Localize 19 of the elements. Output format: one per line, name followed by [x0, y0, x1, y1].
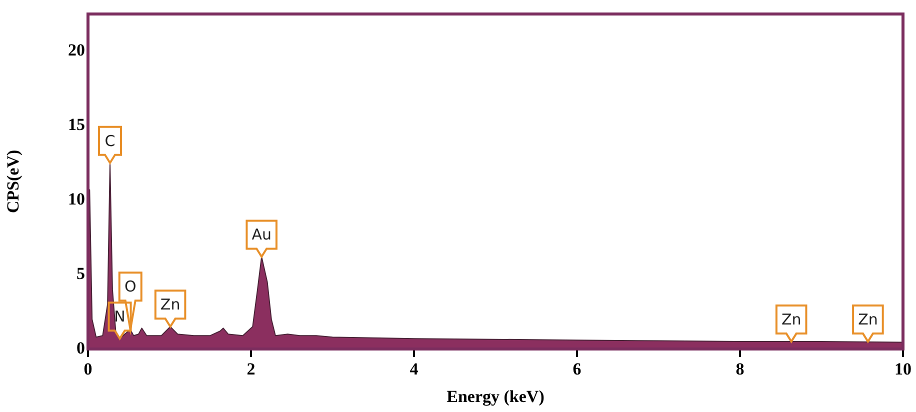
x-axis-title: Energy (keV) — [446, 387, 544, 406]
annotation: O — [124, 277, 136, 296]
annotation: Au — [252, 226, 272, 244]
annotation: Zn — [858, 310, 878, 328]
x-tick-label: 8 — [736, 360, 744, 379]
x-tick-label: 6 — [572, 360, 582, 379]
x-tick-label: 4 — [410, 360, 419, 379]
y-tick-label: 15 — [68, 115, 85, 134]
annotation: Zn — [781, 310, 802, 328]
annotation: C — [104, 132, 116, 150]
annotation: N — [114, 307, 126, 326]
y-tick-label: 0 — [76, 338, 85, 358]
annotation: Zn — [160, 296, 180, 314]
y-tick-label: 10 — [68, 190, 85, 208]
x-tick-label: 10 — [894, 360, 912, 379]
y-tick-label: 20 — [68, 40, 85, 60]
y-tick-label: 5 — [76, 264, 85, 283]
x-tick-label: 2 — [246, 360, 256, 379]
y-axis-title: CPS(eV) — [4, 150, 23, 214]
